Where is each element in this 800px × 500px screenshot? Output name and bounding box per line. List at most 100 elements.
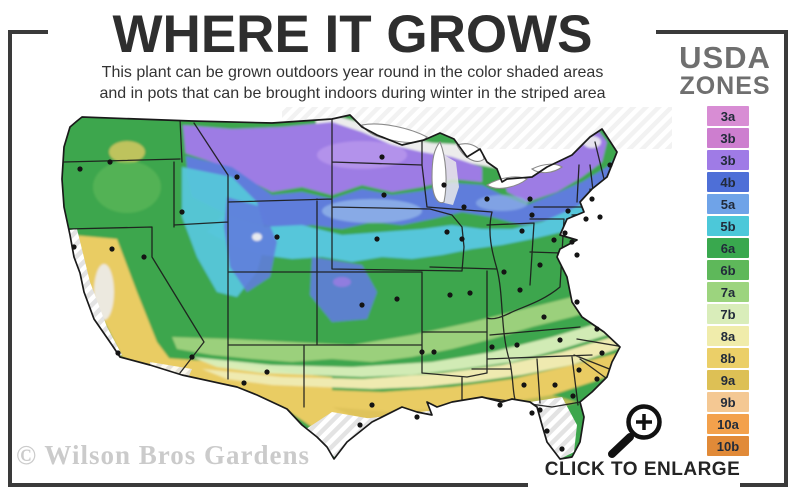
city-dot [234, 174, 240, 180]
city-dot [357, 422, 363, 428]
city-dot [551, 237, 557, 243]
city-dot [484, 196, 490, 202]
city-dot [77, 166, 83, 172]
frame-left [8, 30, 12, 487]
city-dot [189, 354, 195, 360]
city-dot [369, 402, 375, 408]
city-dot [541, 314, 547, 320]
city-dots [71, 154, 613, 452]
zone-chip: 6b [707, 260, 749, 280]
subtitle: This plant can be grown outdoors year ro… [35, 62, 670, 104]
city-dot [574, 299, 580, 305]
city-dot [559, 446, 565, 452]
city-dot [519, 228, 525, 234]
city-dot [419, 349, 425, 355]
city-dot [459, 236, 465, 242]
city-dot [497, 402, 503, 408]
city-dot [71, 244, 77, 250]
lake-erie [485, 176, 529, 189]
city-dot [570, 393, 576, 399]
zone-chip: 8b [707, 348, 749, 368]
city-dot [441, 182, 447, 188]
city-dot [552, 382, 558, 388]
frame-right [784, 30, 788, 487]
city-dot [461, 204, 467, 210]
magnifier-plus-icon[interactable] [602, 402, 674, 460]
city-dot [467, 290, 473, 296]
zone-chip: 3a [707, 106, 749, 126]
striped-south-texas [294, 412, 372, 459]
city-dot [179, 209, 185, 215]
city-dot [374, 236, 380, 242]
zone-chip: 7b [707, 304, 749, 324]
zone-chip: 6a [707, 238, 749, 258]
zone-chip: 3b [707, 128, 749, 148]
zone-chip: 7a [707, 282, 749, 302]
page-title: WHERE IT GROWS [112, 5, 593, 64]
zone-chip: 10b [707, 436, 749, 456]
city-dot [447, 292, 453, 298]
usda-zone-map[interactable] [32, 107, 672, 472]
zones-label: ZONES [679, 72, 771, 100]
city-dot [529, 212, 535, 218]
usda-label: USDA [679, 40, 771, 75]
zone-band-cyan [207, 195, 607, 262]
zone-band-green-light [172, 282, 620, 362]
city-dot [597, 214, 603, 220]
city-dot [537, 262, 543, 268]
watermark: © Wilson Bros Gardens [16, 440, 310, 470]
city-dot [514, 342, 520, 348]
city-dot [569, 239, 575, 245]
city-dot [537, 407, 543, 413]
frame-bottom-right-segment [740, 483, 788, 487]
city-dot [379, 154, 385, 160]
city-dot [599, 350, 605, 356]
city-dot [431, 349, 437, 355]
city-dot [489, 344, 495, 350]
zone-region-rockies-blue [224, 197, 277, 292]
city-dot [501, 269, 507, 275]
zone-chip: 5b [707, 216, 749, 236]
city-dot [594, 376, 600, 382]
zone-list: 3a 3b 3b 4b 5a 5b 6a 6b 7a 7b 8a 8b 9a 9b 10a 10b [707, 106, 749, 458]
city-dot [527, 196, 533, 202]
city-dot [594, 326, 600, 332]
frame-bottom-left-segment [8, 483, 528, 487]
city-dot [414, 414, 420, 420]
lake-huron [456, 143, 485, 162]
subtitle-line-2: and in pots that can be brought indoors … [99, 85, 606, 103]
city-dot [444, 229, 450, 235]
zone-chip: 4b [707, 172, 749, 192]
frame-top-right-segment [656, 30, 788, 34]
city-dot [557, 337, 563, 343]
city-dot [521, 382, 527, 388]
city-dot [529, 410, 535, 416]
zone-chip: 8a [707, 326, 749, 346]
city-dot [109, 246, 115, 252]
state-borders [63, 118, 620, 420]
zone-chip: 10a [707, 414, 749, 434]
zone-chip: 9b [707, 392, 749, 412]
zone-chip: 9a [707, 370, 749, 390]
great-lakes [361, 123, 563, 204]
subtitle-line-1: This plant can be grown outdoors year ro… [101, 64, 604, 81]
city-dot [589, 196, 595, 202]
city-dot [544, 428, 550, 434]
city-dot [576, 367, 582, 373]
zone-chip: 3b [707, 150, 749, 170]
zone-chip: 5a [707, 194, 749, 214]
city-dot [359, 302, 365, 308]
striped-florida [530, 397, 577, 459]
city-dot [517, 287, 523, 293]
city-dot [574, 252, 580, 258]
city-dot [583, 216, 589, 222]
usda-zones-heading: USDA ZONES [664, 42, 786, 99]
click-to-enlarge-button[interactable]: CLICK TO ENLARGE [544, 459, 741, 480]
city-dot [381, 192, 387, 198]
frame-top-left-segment [8, 30, 48, 34]
zone-shading [62, 115, 620, 459]
city-dot [141, 254, 147, 260]
city-dot [565, 208, 571, 214]
zone-region-california-gold [72, 235, 172, 369]
